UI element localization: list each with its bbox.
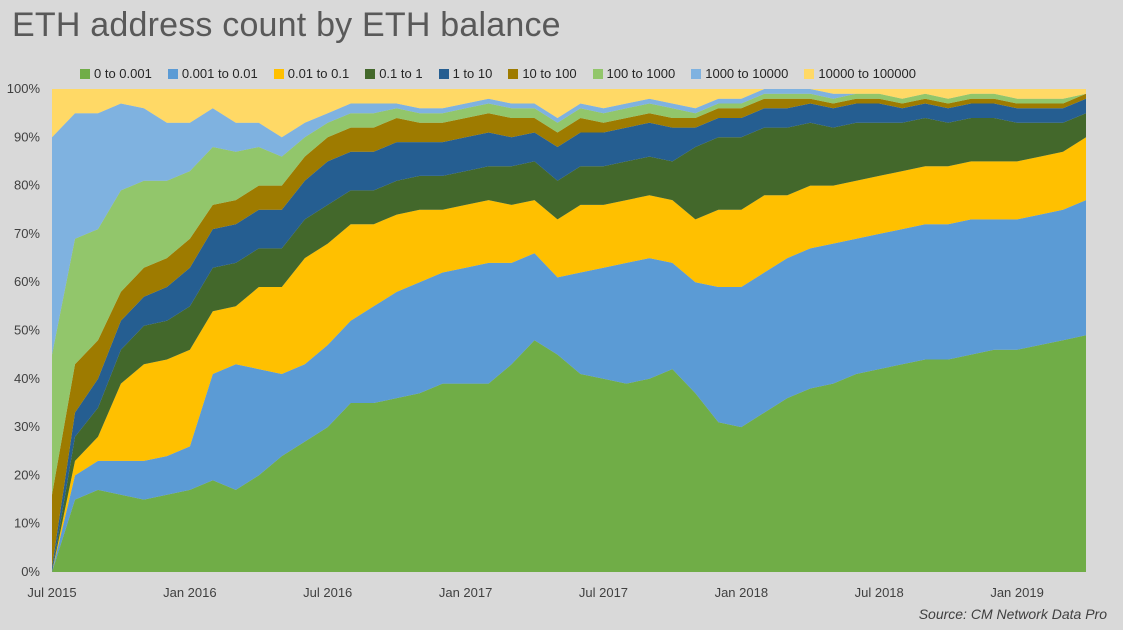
x-axis: Jul 2015 Jan 2016 Jul 2016 Jan 2017 Jul 2017…	[27, 585, 1043, 600]
legend-label: 0.1 to 1	[379, 66, 423, 81]
legend-item: 100 to 1000	[592, 66, 676, 81]
area-series-7	[52, 89, 1086, 355]
chart-title: ETH address count by ETH balance	[12, 6, 561, 44]
x-tick-label: Jul 2016	[303, 585, 352, 600]
legend-swatch	[508, 68, 519, 79]
area-series-1	[52, 200, 1086, 572]
legend-label: 10000 to 100000	[818, 66, 916, 81]
area-series-0	[52, 335, 1086, 572]
y-tick-label: 100%	[7, 81, 41, 96]
y-tick-label: 50%	[14, 323, 40, 338]
legend: 0 to 0.001 0.001 to 0.01 0.01 to 0.1 0.1 to…	[80, 66, 916, 81]
area-series-2	[52, 137, 1086, 573]
legend-label: 100 to 1000	[606, 66, 676, 81]
x-tick-label: Jan 2019	[990, 585, 1044, 600]
legend-label: 0.001 to 0.01	[181, 66, 258, 81]
x-tick-label: Jul 2018	[855, 585, 904, 600]
legend-label: 1 to 10	[452, 66, 493, 81]
legend-item: 1 to 10	[438, 66, 493, 81]
legend-label: 1000 to 10000	[705, 66, 789, 81]
y-tick-label: 40%	[14, 371, 40, 386]
legend-label: 10 to 100	[522, 66, 577, 81]
area-series-group	[52, 89, 1086, 573]
source-note: Source: CM Network Data Pro	[918, 606, 1107, 622]
legend-item: 0.001 to 0.01	[167, 66, 258, 81]
y-tick-label: 70%	[14, 226, 40, 241]
y-axis: 0% 10% 20% 30% 40% 50% 60% 70% 80% 90% 100%	[7, 81, 41, 579]
x-tick-label: Jul 2017	[579, 585, 628, 600]
legend-swatch	[691, 68, 702, 79]
legend-label: 0.01 to 0.1	[287, 66, 350, 81]
legend-swatch	[273, 68, 284, 79]
x-tick-label: Jan 2016	[163, 585, 217, 600]
legend-swatch	[592, 68, 603, 79]
y-tick-label: 80%	[14, 178, 40, 193]
y-tick-label: 20%	[14, 467, 40, 482]
area-series-8	[52, 89, 1086, 138]
legend-swatch	[438, 68, 449, 79]
y-tick-label: 30%	[14, 419, 40, 434]
y-tick-label: 10%	[14, 516, 40, 531]
x-tick-label: Jan 2018	[715, 585, 769, 600]
legend-item: 0.1 to 1	[365, 66, 423, 81]
x-tick-label: Jul 2015	[27, 585, 76, 600]
y-tick-label: 60%	[14, 274, 40, 289]
legend-swatch	[80, 68, 90, 79]
legend-item: 10000 to 100000	[804, 66, 916, 81]
legend-swatch	[804, 68, 815, 79]
area-series-3	[52, 113, 1086, 572]
legend-item: 10 to 100	[508, 66, 577, 81]
x-tick-label: Jan 2017	[439, 585, 493, 600]
legend-swatch	[365, 68, 376, 79]
y-tick-label: 0%	[21, 564, 40, 579]
legend-item: 1000 to 10000	[691, 66, 788, 81]
legend-item: 0.01 to 0.1	[273, 66, 350, 81]
legend-label: 0 to 0.001	[94, 66, 152, 81]
legend-item: 0 to 0.001	[80, 66, 152, 81]
y-tick-label: 90%	[14, 129, 40, 144]
legend-swatch	[167, 68, 178, 79]
